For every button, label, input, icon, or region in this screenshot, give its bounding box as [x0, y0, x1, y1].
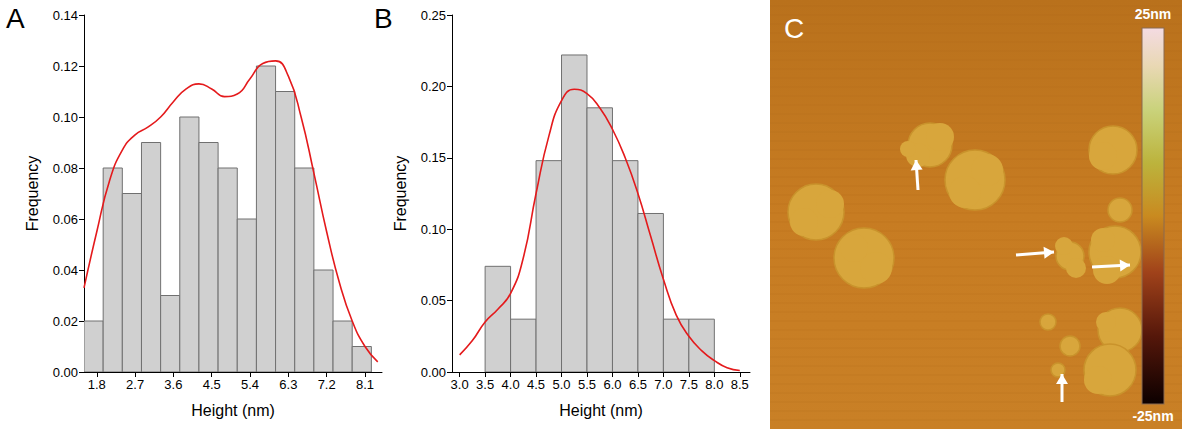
svg-text:B: B	[374, 3, 393, 34]
svg-text:0.05: 0.05	[421, 293, 446, 308]
svg-text:4.5: 4.5	[203, 377, 221, 392]
svg-text:Height (nm): Height (nm)	[191, 402, 275, 419]
svg-text:-25nm: -25nm	[1132, 408, 1173, 424]
svg-text:1.8: 1.8	[88, 377, 106, 392]
svg-text:0.06: 0.06	[53, 212, 78, 227]
svg-text:2.7: 2.7	[126, 377, 144, 392]
svg-text:0.00: 0.00	[53, 365, 78, 380]
svg-text:4.5: 4.5	[527, 377, 545, 392]
svg-text:0.08: 0.08	[53, 161, 78, 176]
svg-text:Height (nm): Height (nm)	[559, 402, 643, 419]
svg-text:0.10: 0.10	[421, 222, 446, 237]
svg-text:8.1: 8.1	[356, 377, 374, 392]
svg-text:6.0: 6.0	[603, 377, 621, 392]
svg-text:Frequency: Frequency	[24, 156, 41, 232]
svg-text:C: C	[784, 13, 804, 44]
svg-text:0.25: 0.25	[421, 8, 446, 23]
svg-text:7.2: 7.2	[318, 377, 336, 392]
svg-text:0.10: 0.10	[53, 110, 78, 125]
svg-text:5.0: 5.0	[552, 377, 570, 392]
svg-text:8.0: 8.0	[705, 377, 723, 392]
svg-text:A: A	[6, 3, 25, 34]
svg-text:0.20: 0.20	[421, 79, 446, 94]
svg-text:Frequency: Frequency	[392, 156, 409, 232]
svg-text:3.0: 3.0	[451, 377, 469, 392]
svg-text:0.14: 0.14	[53, 8, 78, 23]
svg-text:0.12: 0.12	[53, 59, 78, 74]
svg-text:3.6: 3.6	[164, 377, 182, 392]
svg-text:25nm: 25nm	[1135, 6, 1172, 22]
svg-text:4.0: 4.0	[502, 377, 520, 392]
svg-text:5.4: 5.4	[241, 377, 259, 392]
svg-text:6.5: 6.5	[629, 377, 647, 392]
svg-text:0.02: 0.02	[53, 314, 78, 329]
svg-text:7.5: 7.5	[680, 377, 698, 392]
svg-text:8.5: 8.5	[731, 377, 749, 392]
svg-text:6.3: 6.3	[279, 377, 297, 392]
svg-text:7.0: 7.0	[654, 377, 672, 392]
svg-text:3.5: 3.5	[476, 377, 494, 392]
svg-text:5.5: 5.5	[578, 377, 596, 392]
svg-text:0.15: 0.15	[421, 150, 446, 165]
svg-text:0.00: 0.00	[421, 365, 446, 380]
svg-text:0.04: 0.04	[53, 263, 78, 278]
